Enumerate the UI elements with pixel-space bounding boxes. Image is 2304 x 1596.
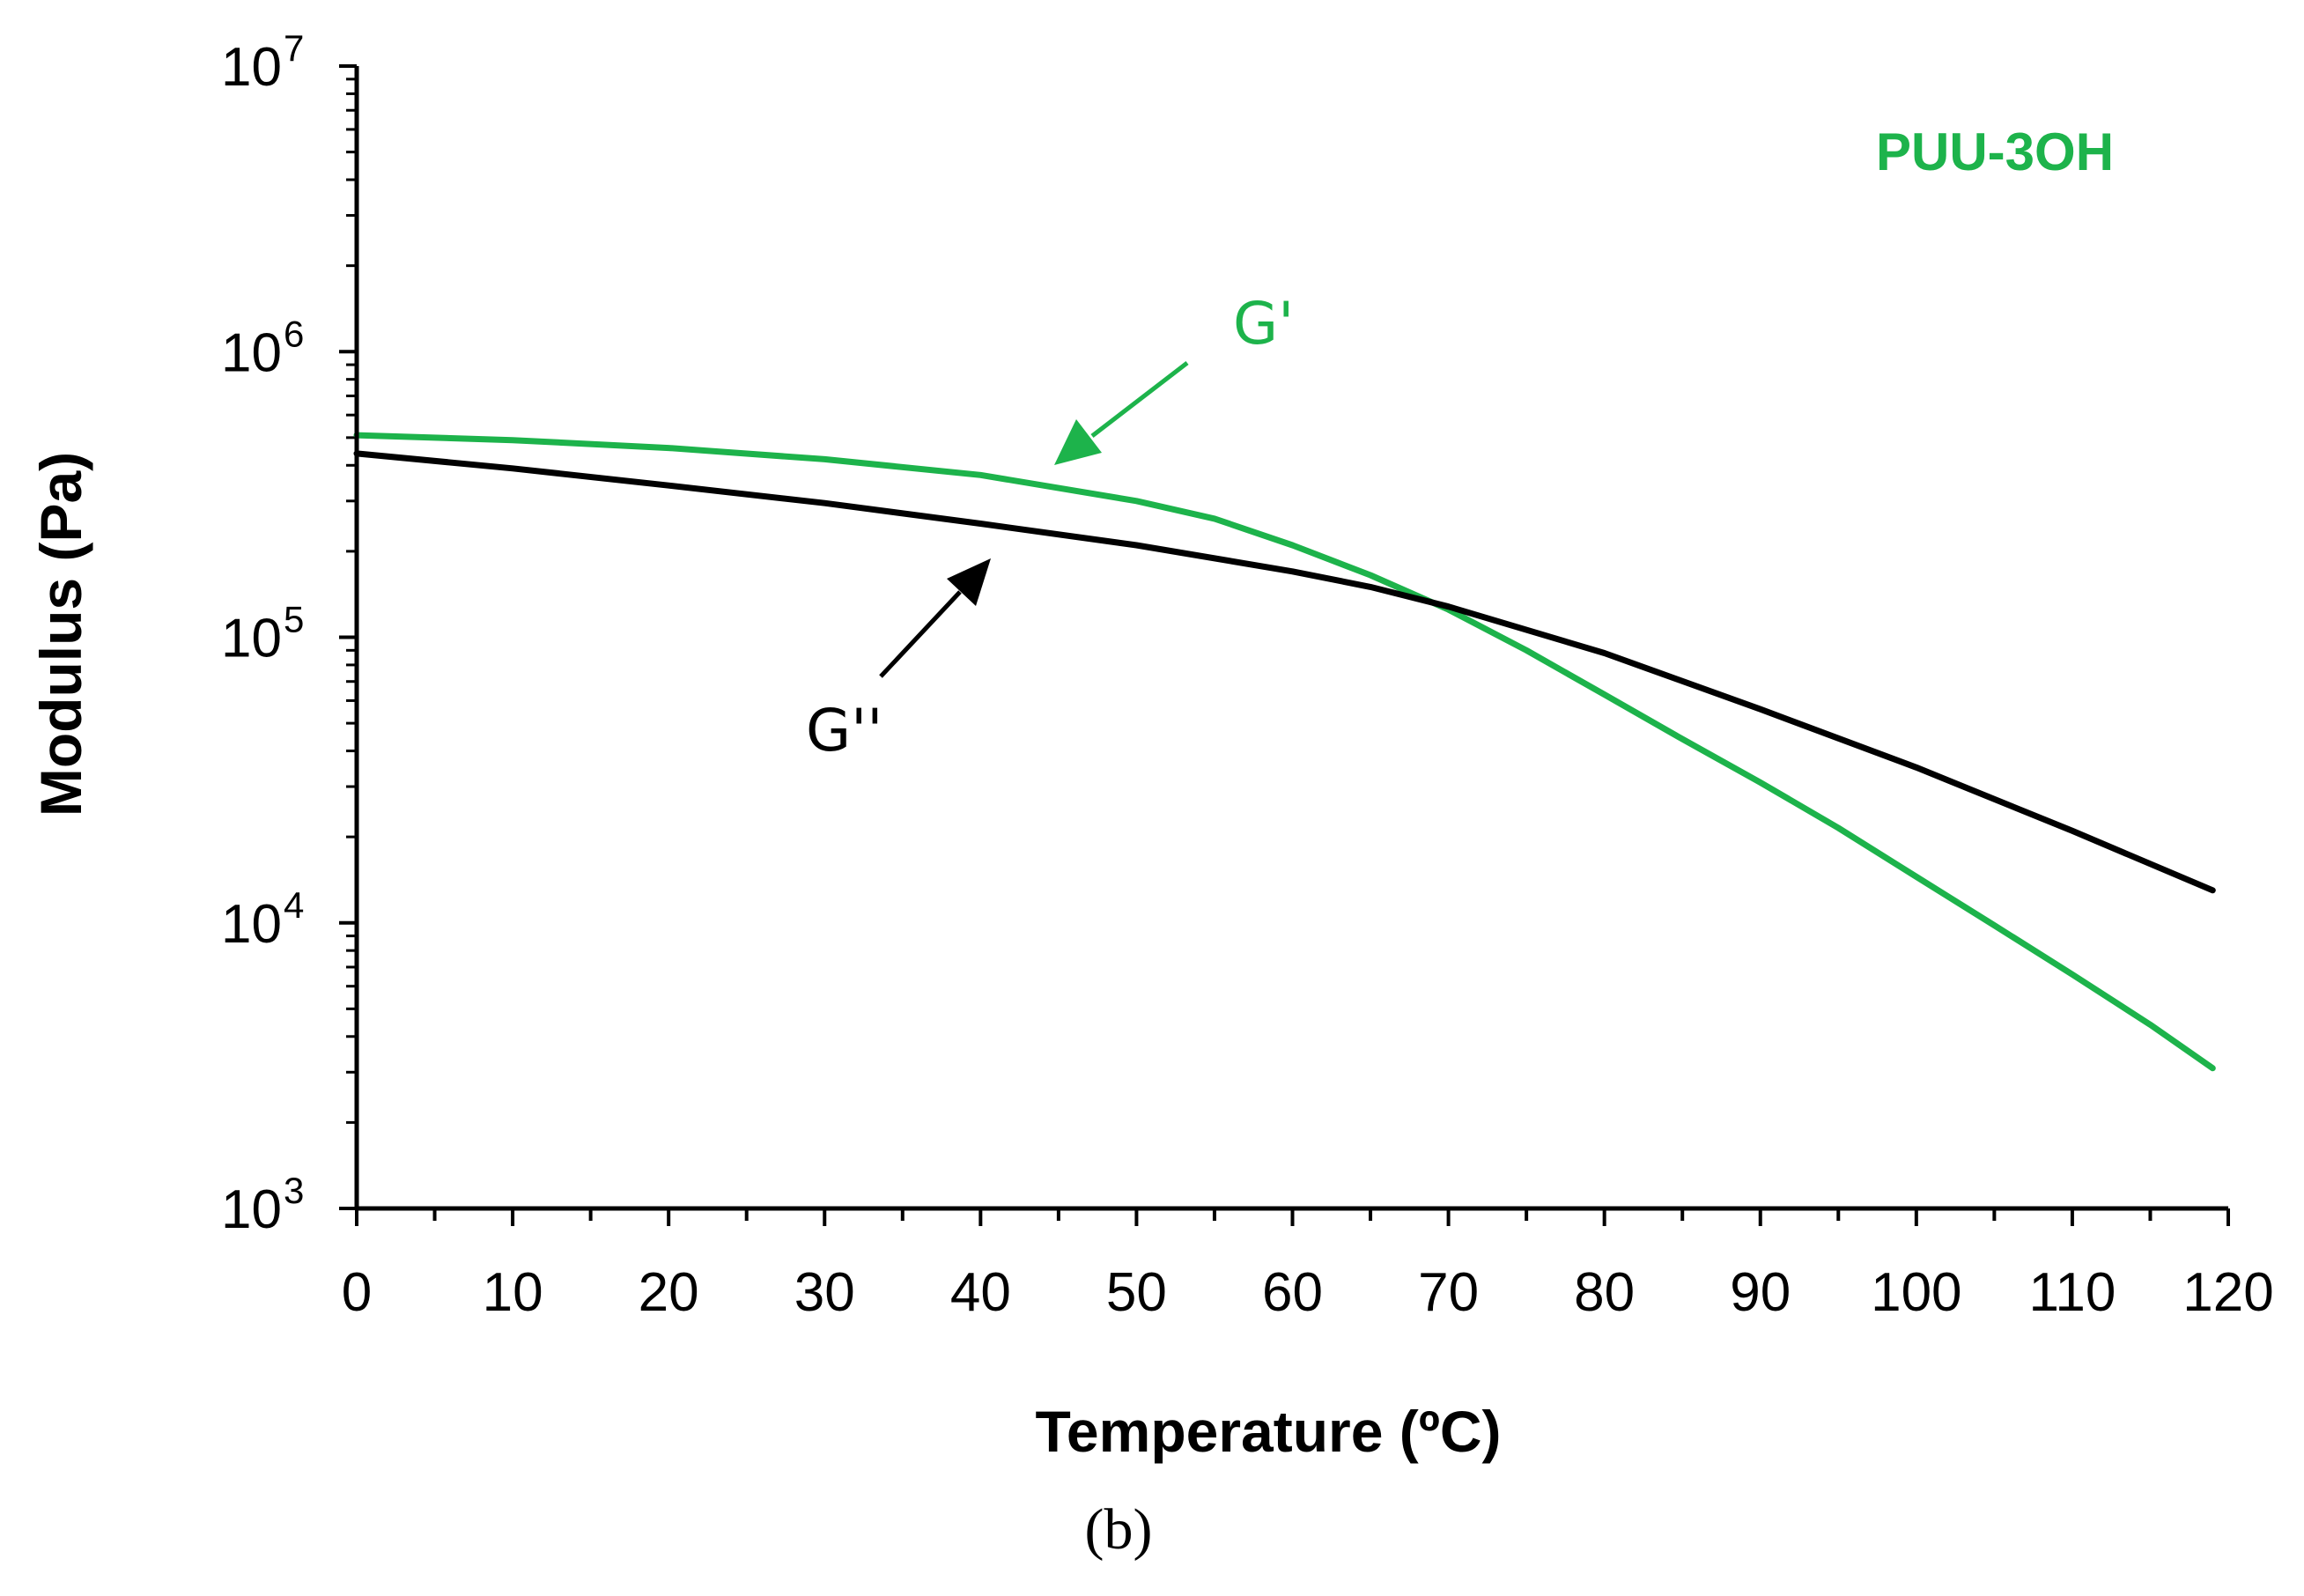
x-tick-label: 40 [950,1262,1011,1323]
x-tick-label: 20 [639,1262,699,1323]
g-prime-label: G' [1233,290,1294,358]
y-tick-exponent: 3 [284,1170,304,1211]
x-axis-title: Temperature (ºC) [1036,1399,1502,1464]
x-tick-label: 110 [2028,1262,2116,1323]
x-tick-label: 0 [342,1262,372,1323]
y-tick-exponent: 4 [284,884,304,926]
g-double-prime-label: G'' [806,697,882,765]
x-tick-label: 10 [483,1262,543,1323]
y-tick-label: 10 [221,894,282,955]
series-layer [353,432,2216,1072]
figure-caption: (b) [1085,1497,1153,1562]
x-tick-label: 70 [1418,1262,1479,1323]
series-g-double-prime-line [353,450,2216,894]
g-double-prime-arrow-shaft [879,590,962,678]
x-tick-label: 90 [1730,1262,1791,1323]
y-tick-label: 10 [221,37,282,98]
x-tick-label: 30 [794,1262,855,1323]
y-axis-title: Modulus (Pa) [28,452,93,816]
sample-label: PUU-3OH [1876,122,2114,181]
y-tick-label: 10 [221,609,282,669]
g-prime-arrowhead [1054,419,1102,465]
y-tick-exponent: 6 [284,313,304,354]
g-prime-arrow-shaft [1090,361,1189,438]
series-g-prime-line [353,432,2216,1072]
x-tick-label: 100 [1871,1262,1961,1323]
x-tick-label: 50 [1106,1262,1167,1323]
y-tick-exponent: 7 [284,27,304,69]
g-double-prime-arrowhead [947,558,991,606]
y-tick-label: 10 [221,1179,282,1240]
x-tick-labels: 0 10 20 30 40 50 60 70 80 90 100 110 120 [342,1262,2274,1323]
y-tick-exponent: 5 [284,599,304,640]
x-tick-label: 60 [1262,1262,1323,1323]
x-tick-label: 80 [1574,1262,1635,1323]
x-tick-label: 120 [2182,1262,2273,1323]
y-tick-label: 10 [221,322,282,383]
axis-ticks [339,64,2230,1226]
